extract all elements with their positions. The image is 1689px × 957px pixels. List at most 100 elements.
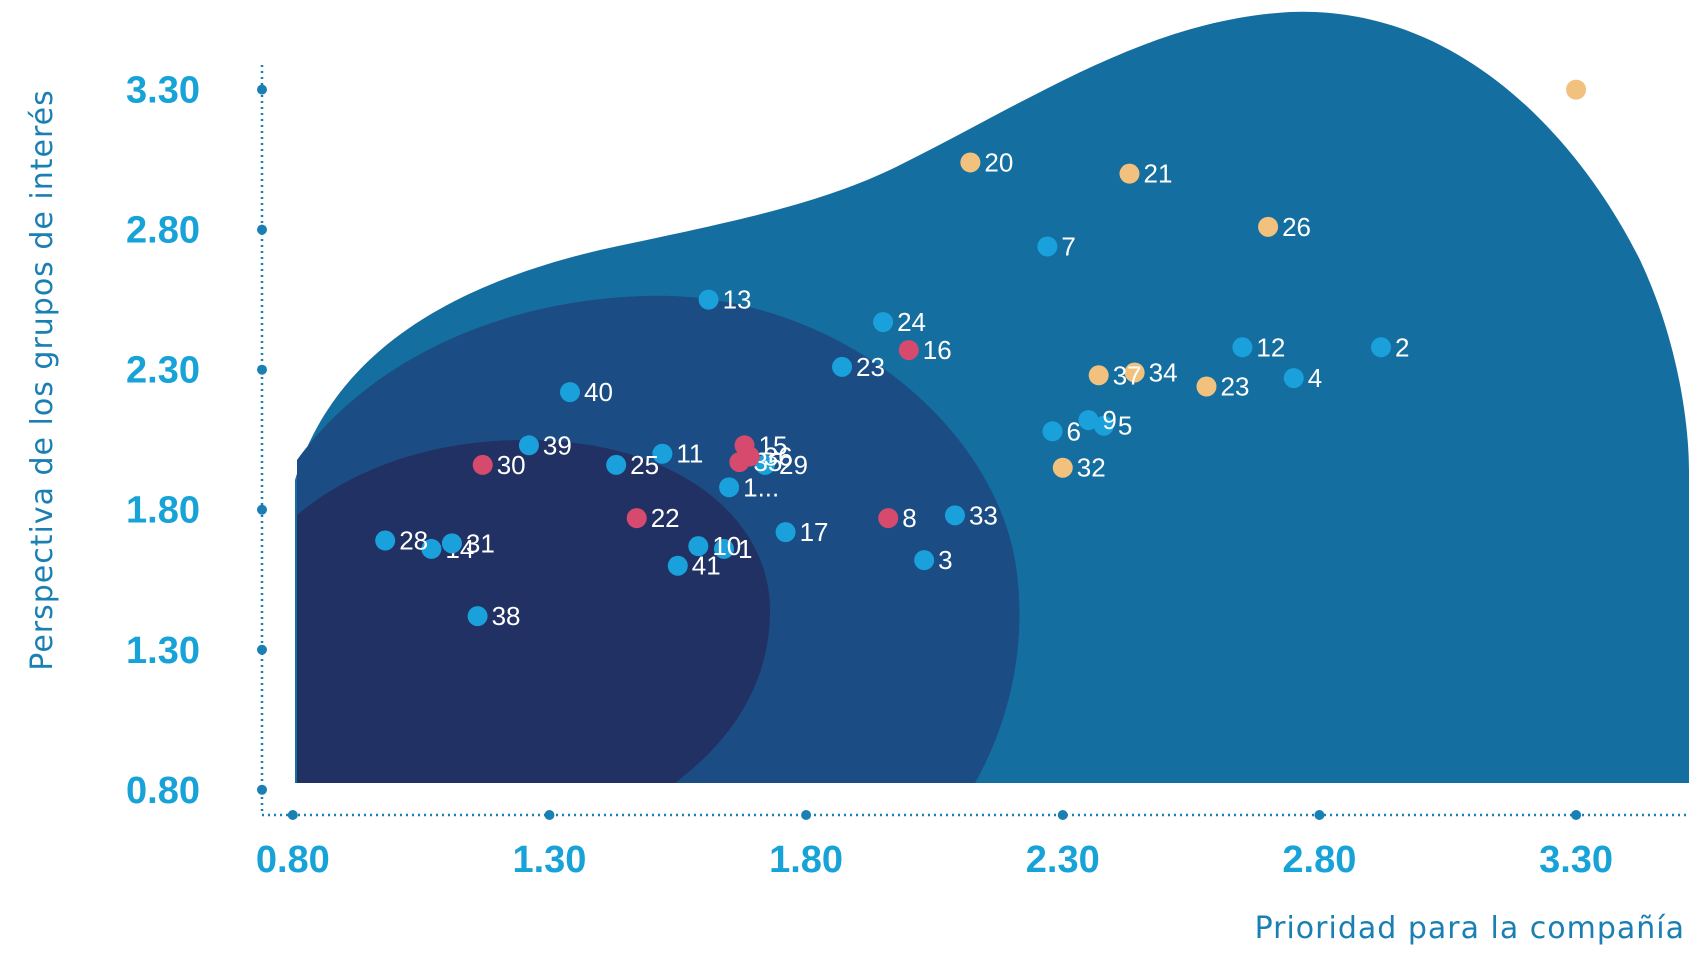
data-point <box>878 508 899 529</box>
x-tick-label: 1.80 <box>769 839 843 881</box>
data-point <box>914 550 935 571</box>
x-tick-mark <box>544 810 555 820</box>
data-point-label: 34 <box>1149 357 1178 387</box>
data-point <box>1042 421 1063 442</box>
data-point-label: 8 <box>902 503 916 533</box>
x-tick-mark <box>1314 810 1325 820</box>
data-point <box>626 508 647 529</box>
data-point-label: 36 <box>764 442 793 472</box>
data-point <box>1196 376 1217 397</box>
data-point-label: 17 <box>800 517 829 547</box>
data-point <box>518 435 539 456</box>
y-axis-title: Perspectiva de los grupos de interés <box>25 89 60 670</box>
data-point <box>472 454 493 475</box>
data-point <box>467 606 488 627</box>
y-tick-label: 1.80 <box>126 490 200 532</box>
data-point <box>944 505 965 526</box>
data-point-label: 40 <box>584 377 613 407</box>
data-point <box>559 382 580 403</box>
data-point <box>1283 368 1304 389</box>
data-point <box>832 356 853 377</box>
data-point <box>1088 365 1109 386</box>
data-point <box>1232 337 1253 358</box>
data-point-label: 9 <box>1102 405 1116 435</box>
data-point <box>698 289 719 310</box>
y-tick-mark <box>257 84 267 95</box>
data-point <box>713 538 734 559</box>
data-point-label: 39 <box>543 430 572 460</box>
data-point-label: 4 <box>1308 363 1322 393</box>
x-axis-title: Prioridad para la compañía <box>1255 911 1685 946</box>
data-point-label: 22 <box>651 503 680 533</box>
y-tick-mark <box>257 504 267 515</box>
data-point <box>688 536 709 557</box>
data-point-label: 37 <box>1113 360 1142 390</box>
x-tick-label: 2.80 <box>1282 839 1356 881</box>
data-point-label: 3 <box>938 545 952 575</box>
data-point <box>1566 79 1587 100</box>
data-point-label: 23 <box>1220 371 1249 401</box>
data-point <box>1124 362 1145 383</box>
data-point <box>1078 410 1099 431</box>
data-point <box>1052 457 1073 478</box>
x-tick-mark <box>1057 810 1068 820</box>
x-tick-label: 2.30 <box>1026 839 1100 881</box>
data-point <box>1258 216 1279 237</box>
data-point-label: 41 <box>692 551 721 581</box>
data-point <box>421 538 442 559</box>
data-point-label: 27 <box>1590 75 1619 105</box>
y-tick-label: 0.80 <box>126 770 200 812</box>
data-point-label: 1 <box>738 534 752 564</box>
data-point <box>960 152 981 173</box>
data-point-label: 12 <box>1256 332 1285 362</box>
data-point <box>606 454 627 475</box>
y-tick-mark <box>257 644 267 655</box>
data-point <box>375 530 396 551</box>
data-point-label: 38 <box>492 601 521 631</box>
data-point <box>873 312 894 333</box>
data-point-label: 26 <box>1282 212 1311 242</box>
x-tick-label: 1.30 <box>512 839 586 881</box>
x-tick-label: 3.30 <box>1539 839 1613 881</box>
y-tick-mark <box>257 224 267 235</box>
y-tick-mark <box>257 364 267 375</box>
data-point-label: 1... <box>743 472 779 502</box>
x-tick-label: 0.80 <box>256 839 330 881</box>
data-point <box>719 477 740 498</box>
data-point-label: 7 <box>1061 231 1075 261</box>
data-point <box>739 446 760 467</box>
data-point-label: 32 <box>1077 453 1106 483</box>
x-tick-mark <box>1571 810 1582 820</box>
data-point-label: 20 <box>984 147 1013 177</box>
data-point-label: 29 <box>779 450 808 480</box>
data-point <box>667 555 688 576</box>
data-point <box>898 340 919 361</box>
x-tick-mark <box>287 810 298 820</box>
data-point-label: 10 <box>712 531 741 561</box>
y-tick-label: 1.30 <box>126 630 200 672</box>
data-point-label: 16 <box>923 335 952 365</box>
x-tick-mark <box>801 810 812 820</box>
data-point <box>1093 415 1114 436</box>
data-point <box>755 454 776 475</box>
data-point-label: 21 <box>1143 159 1172 189</box>
y-tick-label: 2.80 <box>126 210 200 252</box>
data-point <box>775 522 796 543</box>
data-point <box>1037 236 1058 257</box>
data-point-label: 33 <box>969 500 998 530</box>
data-point-label: 28 <box>399 526 428 556</box>
y-tick-label: 2.30 <box>126 350 200 392</box>
data-point-label: 11 <box>676 439 703 469</box>
data-point-label: 24 <box>897 307 926 337</box>
y-tick-mark <box>257 784 267 795</box>
data-point-label: 2 <box>1395 332 1409 362</box>
data-point-label: 6 <box>1066 416 1080 446</box>
data-point <box>1371 337 1392 358</box>
data-point-label: 31 <box>466 528 495 558</box>
data-point-label: 30 <box>497 450 526 480</box>
data-point <box>441 533 462 554</box>
data-point <box>1119 163 1140 184</box>
data-point-label: 5 <box>1118 411 1132 441</box>
data-point <box>652 443 673 464</box>
data-point-label: 25 <box>630 450 659 480</box>
